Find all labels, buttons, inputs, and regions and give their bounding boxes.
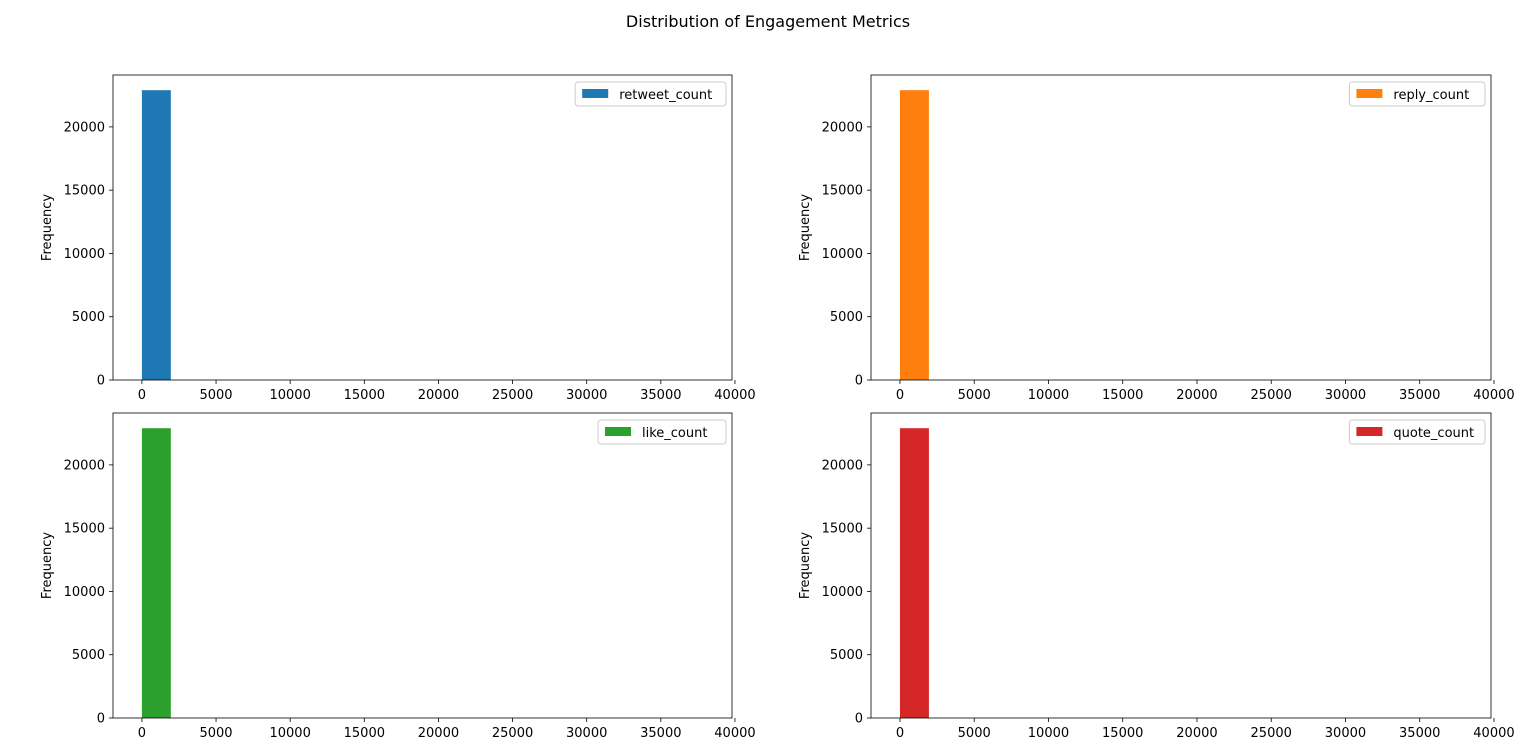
x-tick-label: 0 <box>138 388 146 403</box>
x-tick-label: 10000 <box>1028 726 1069 741</box>
x-tick-label: 10000 <box>1028 388 1069 403</box>
legend-box <box>597 419 727 445</box>
histogram-bar <box>141 90 171 381</box>
legend-label: like_count <box>642 426 707 441</box>
x-tick-label: 15000 <box>344 726 385 741</box>
x-tick-label: 10000 <box>269 388 310 403</box>
y-tick-label: 5000 <box>830 310 863 325</box>
y-tick-label: 0 <box>97 712 105 727</box>
axes-frame <box>870 74 1492 381</box>
x-tick-label: 25000 <box>1251 726 1292 741</box>
x-tick-label: 20000 <box>1176 388 1217 403</box>
x-tick-label: 25000 <box>1251 388 1292 403</box>
x-tick-label: 40000 <box>714 388 755 403</box>
y-tick-label: 5000 <box>830 648 863 663</box>
x-tick-label: 30000 <box>566 726 607 741</box>
x-tick-label: 20000 <box>418 726 459 741</box>
y-axis-label: Frequency <box>798 194 813 261</box>
histogram-bar <box>899 90 929 381</box>
x-tick-label: 20000 <box>1176 726 1217 741</box>
legend-swatch <box>605 427 631 436</box>
x-tick-label: 15000 <box>1102 388 1143 403</box>
subplot-3: 0 5000 10000 15000 20000 25000 30000 35000 40000… <box>40 412 756 741</box>
legend-label: quote_count <box>1393 426 1474 441</box>
subplot-2: 0 5000 10000 15000 20000 25000 30000 35000 40000… <box>798 74 1515 403</box>
figure-title: Distribution of Engagement Metrics <box>625 12 911 31</box>
legend-label: retweet_count <box>619 88 712 103</box>
y-tick-label: 0 <box>855 712 863 727</box>
x-tick-label: 15000 <box>344 388 385 403</box>
legend-box <box>574 81 727 107</box>
subplot-4: 0 5000 10000 15000 20000 25000 30000 35000 40000… <box>798 412 1515 741</box>
legend-swatch <box>582 89 609 98</box>
x-tick-label: 20000 <box>418 388 459 403</box>
x-tick-label: 40000 <box>1473 726 1514 741</box>
x-tick-label: 5000 <box>958 388 991 403</box>
y-tick-label: 0 <box>855 374 863 389</box>
y-tick-label: 15000 <box>64 184 105 199</box>
x-tick-label: 10000 <box>269 726 310 741</box>
y-tick-label: 20000 <box>64 120 105 135</box>
x-tick-label: 0 <box>138 726 146 741</box>
y-tick-label: 15000 <box>64 522 105 537</box>
legend-swatch <box>1356 427 1383 436</box>
y-tick-label: 5000 <box>72 648 105 663</box>
axes-frame <box>870 412 1492 719</box>
x-tick-label: 0 <box>896 388 904 403</box>
y-tick-label: 20000 <box>822 120 863 135</box>
y-axis-label: Frequency <box>40 532 55 599</box>
x-tick-label: 35000 <box>1399 388 1440 403</box>
y-tick-label: 15000 <box>822 184 863 199</box>
x-tick-label: 5000 <box>199 388 232 403</box>
y-tick-label: 15000 <box>822 522 863 537</box>
x-tick-label: 35000 <box>640 726 681 741</box>
x-tick-label: 30000 <box>566 388 607 403</box>
x-tick-label: 30000 <box>1325 726 1366 741</box>
y-tick-label: 5000 <box>72 310 105 325</box>
y-tick-label: 10000 <box>822 585 863 600</box>
legend-box <box>1348 81 1486 107</box>
y-tick-label: 10000 <box>64 247 105 262</box>
axes-frame <box>112 74 733 381</box>
x-tick-label: 35000 <box>640 388 681 403</box>
y-tick-label: 20000 <box>822 458 863 473</box>
x-tick-label: 15000 <box>1102 726 1143 741</box>
x-tick-label: 30000 <box>1325 388 1366 403</box>
x-tick-label: 25000 <box>492 388 533 403</box>
x-tick-label: 40000 <box>714 726 755 741</box>
histogram-bar <box>899 428 929 718</box>
y-tick-label: 10000 <box>822 247 863 262</box>
y-tick-label: 20000 <box>64 458 105 473</box>
x-tick-label: 25000 <box>492 726 533 741</box>
y-tick-label: 10000 <box>64 585 105 600</box>
legend-swatch <box>1356 89 1383 98</box>
y-tick-label: 0 <box>97 374 105 389</box>
y-axis-label: Frequency <box>798 532 813 599</box>
legend-box <box>1348 419 1486 445</box>
x-tick-label: 0 <box>896 726 904 741</box>
x-tick-label: 5000 <box>199 726 232 741</box>
legend-label: reply_count <box>1393 88 1469 103</box>
subplot-1: 0 5000 10000 15000 20000 25000 30000 35000 40000… <box>40 74 756 403</box>
x-tick-label: 5000 <box>958 726 991 741</box>
axes-frame <box>112 412 733 719</box>
y-axis-label: Frequency <box>40 194 55 261</box>
x-tick-label: 35000 <box>1399 726 1440 741</box>
x-tick-label: 40000 <box>1473 388 1514 403</box>
histogram-bar <box>141 428 171 718</box>
